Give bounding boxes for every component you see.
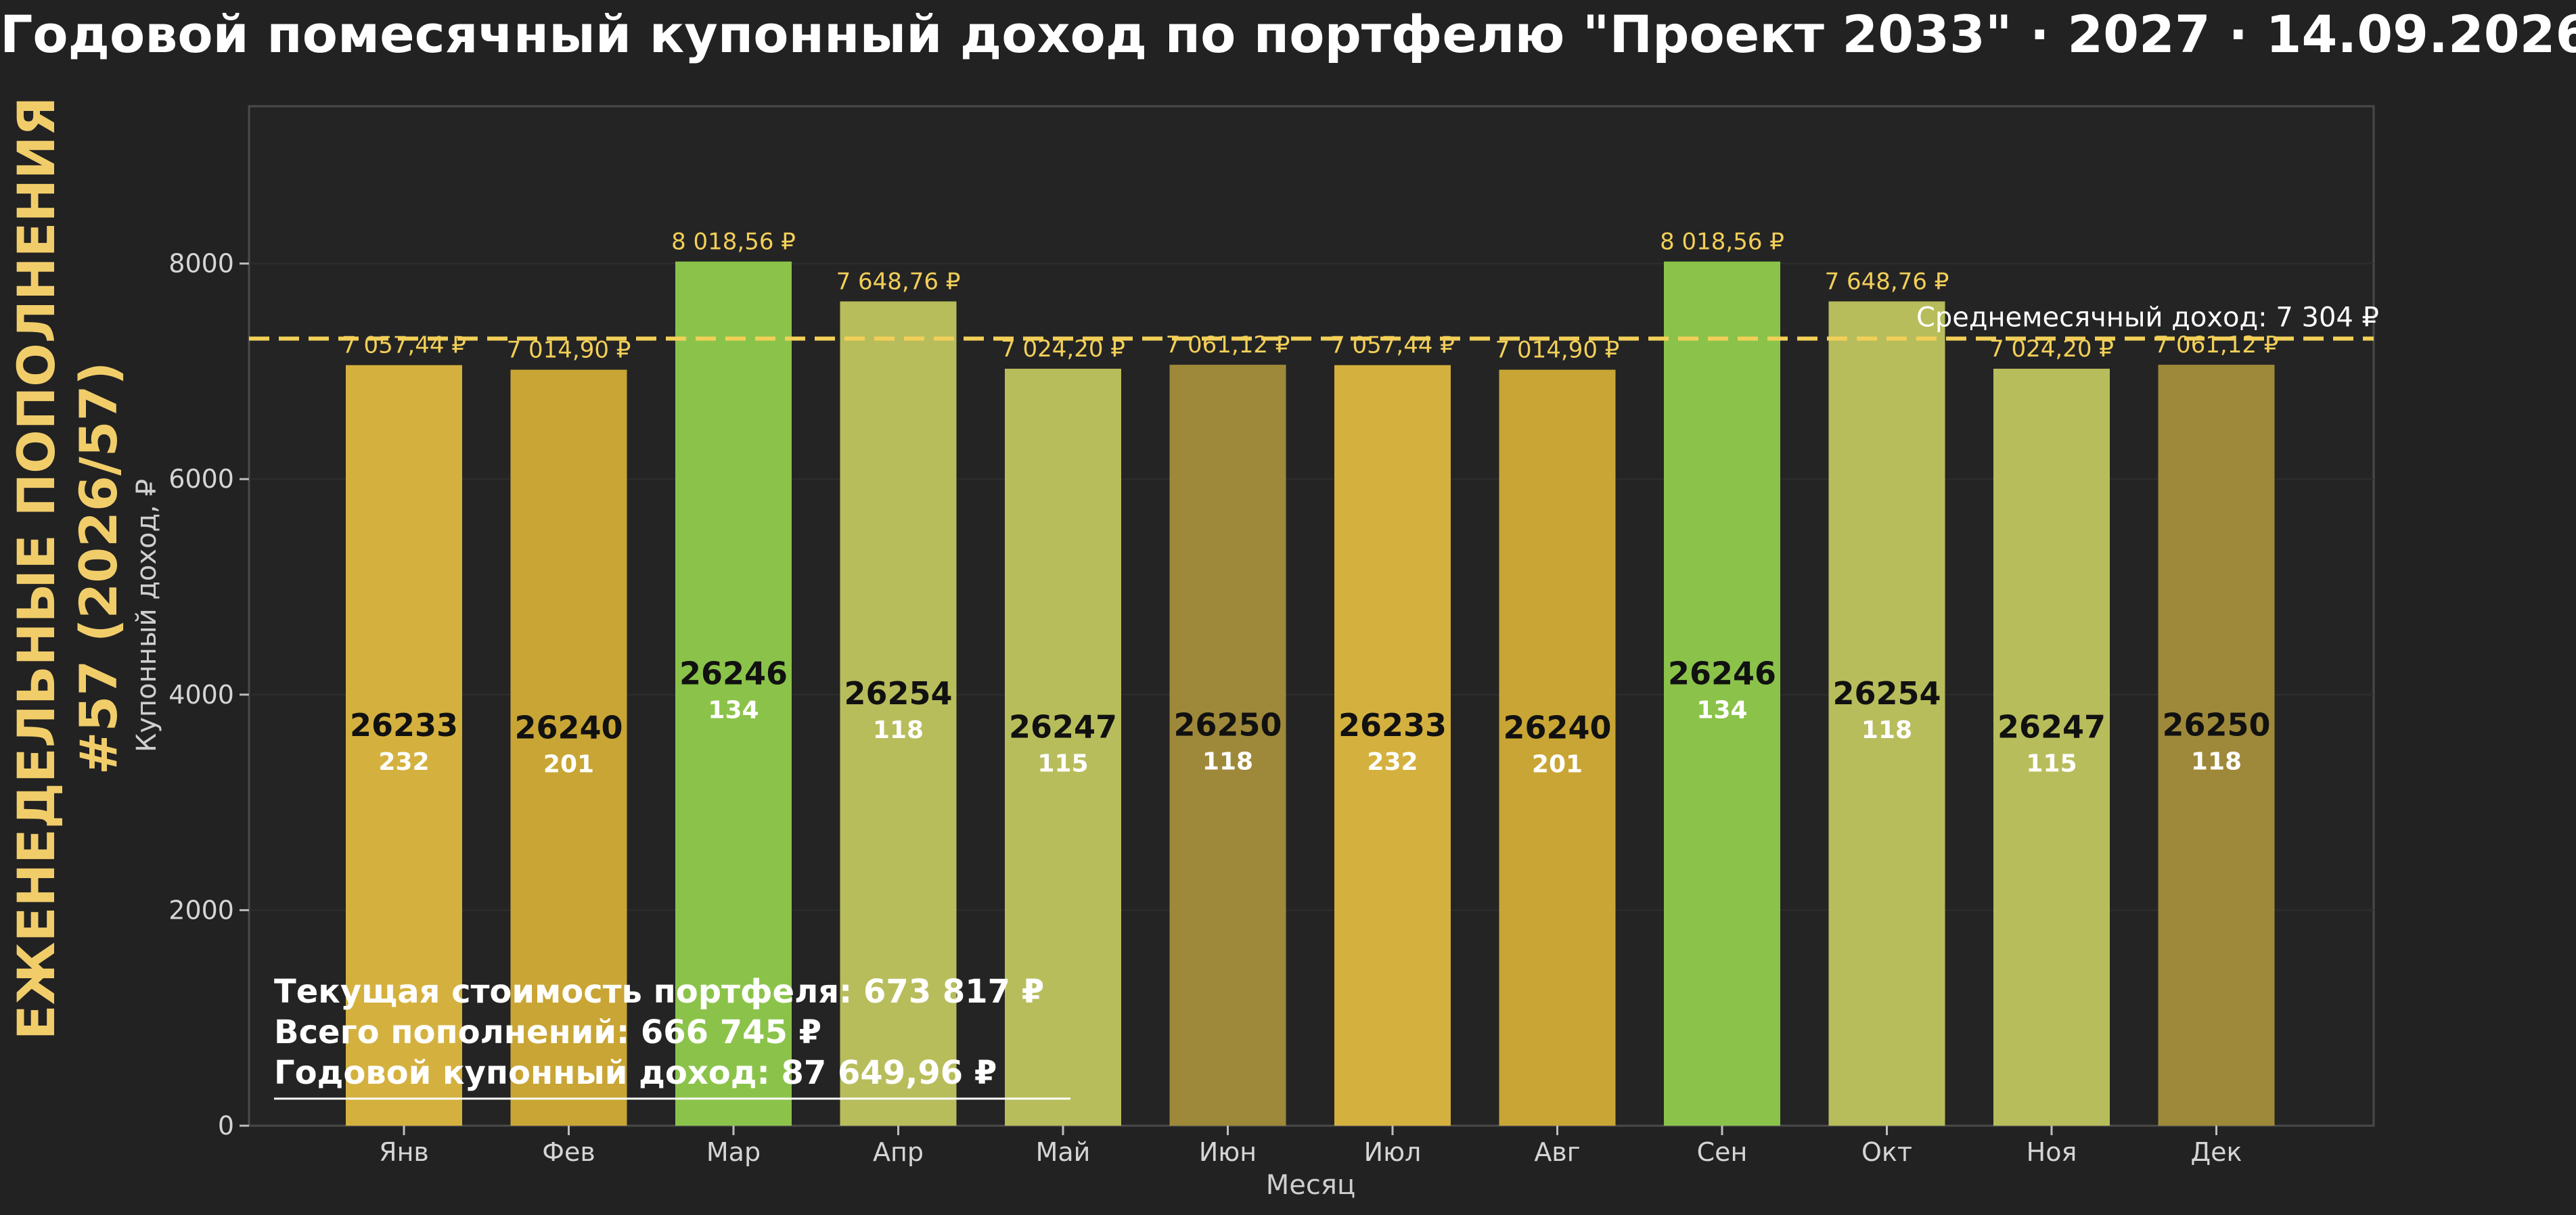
- y-tick-label: 6000: [168, 464, 234, 494]
- bar-bond-count: 201: [1532, 750, 1583, 778]
- bar-value-label: 7 648,76 ₽: [836, 269, 961, 296]
- bar-Сен: [1664, 262, 1780, 1126]
- bar-bond-code: 26233: [350, 707, 458, 743]
- bar-Фев: [511, 370, 627, 1126]
- bar-bond-count: 118: [1202, 748, 1253, 776]
- x-tick-label: Июл: [1364, 1137, 1422, 1167]
- x-axis-label: Месяц: [1266, 1170, 1355, 1201]
- bar-Авг: [1499, 370, 1616, 1126]
- bar-bond-code: 26246: [1668, 655, 1776, 691]
- bar-value-label: 7 057,44 ₽: [342, 332, 466, 359]
- bar-bond-code: 26250: [2162, 707, 2270, 743]
- bar-bond-count: 118: [2191, 748, 2242, 776]
- y-tick-label: 8000: [168, 249, 234, 279]
- bar-bond-code: 26247: [1009, 709, 1117, 746]
- x-tick-label: Окт: [1861, 1137, 1912, 1167]
- bar-bond-count: 115: [1037, 750, 1088, 778]
- x-tick-label: Фев: [542, 1137, 595, 1167]
- bar-value-label: 8 018,56 ₽: [671, 229, 796, 256]
- bar-Май: [1005, 369, 1121, 1126]
- bar-Июл: [1334, 365, 1451, 1126]
- bar-value-label: 7 014,90 ₽: [507, 337, 631, 364]
- bar-value-label: 7 057,44 ₽: [1330, 332, 1455, 359]
- summary-total-deposits: Всего пополнений: 666 745 ₽: [274, 1013, 821, 1051]
- bar-Ноя: [1993, 369, 2110, 1126]
- y-tick-label: 2000: [168, 895, 234, 925]
- x-tick-label: Июн: [1199, 1137, 1257, 1167]
- x-tick-label: Апр: [873, 1137, 924, 1167]
- x-tick-label: Май: [1036, 1137, 1091, 1167]
- bar-Дек: [2159, 365, 2275, 1126]
- x-tick-label: Мар: [706, 1137, 761, 1167]
- bar-bond-code: 26254: [844, 675, 952, 712]
- bar-value-label: 7 014,90 ₽: [1495, 337, 1620, 364]
- bar-bond-count: 134: [1696, 696, 1747, 724]
- x-tick-label: Авг: [1534, 1137, 1580, 1167]
- x-tick-label: Ноя: [2027, 1137, 2077, 1167]
- bar-bond-code: 26240: [514, 709, 623, 746]
- bar-bond-count: 134: [708, 696, 759, 724]
- bar-bond-count: 118: [873, 716, 924, 744]
- summary-portfolio-value: Текущая стоимость портфеля: 673 817 ₽: [274, 973, 1044, 1011]
- average-label: Среднемесячный доход: 7 304 ₽: [1916, 302, 2379, 333]
- bar-value-label: 7 061,12 ₽: [1166, 331, 1290, 359]
- bar-bond-count: 232: [1367, 748, 1418, 776]
- x-tick-label: Сен: [1697, 1137, 1748, 1167]
- bar-Окт: [1829, 302, 1945, 1126]
- bar-bond-code: 26246: [679, 655, 788, 691]
- bar-bond-count: 118: [1861, 716, 1912, 744]
- bar-bond-code: 26254: [1832, 675, 1941, 712]
- bar-bond-code: 26247: [1997, 709, 2106, 746]
- bar-bond-code: 26233: [1338, 707, 1447, 743]
- x-tick-label: Дек: [2190, 1137, 2242, 1167]
- bar-value-label: 7 648,76 ₽: [1825, 269, 1949, 296]
- y-tick-label: 0: [218, 1111, 234, 1141]
- bar-Июн: [1170, 365, 1286, 1126]
- bar-bond-code: 26240: [1503, 709, 1611, 746]
- bar-value-label: 8 018,56 ₽: [1660, 229, 1784, 256]
- bar-bond-count: 232: [378, 748, 429, 776]
- bar-Янв: [346, 365, 462, 1126]
- x-tick-label: Янв: [379, 1137, 429, 1167]
- bar-bond-code: 26250: [1173, 707, 1282, 743]
- bar-bond-count: 201: [543, 750, 594, 778]
- bar-bond-count: 115: [2026, 750, 2077, 778]
- bar-value-label: 7 061,12 ₽: [2154, 331, 2279, 359]
- summary-annual-income: Годовой купонный доход: 87 649,96 ₽: [274, 1054, 997, 1092]
- y-tick-label: 4000: [168, 680, 234, 710]
- y-axis-label: Купонный доход, ₽: [131, 479, 162, 752]
